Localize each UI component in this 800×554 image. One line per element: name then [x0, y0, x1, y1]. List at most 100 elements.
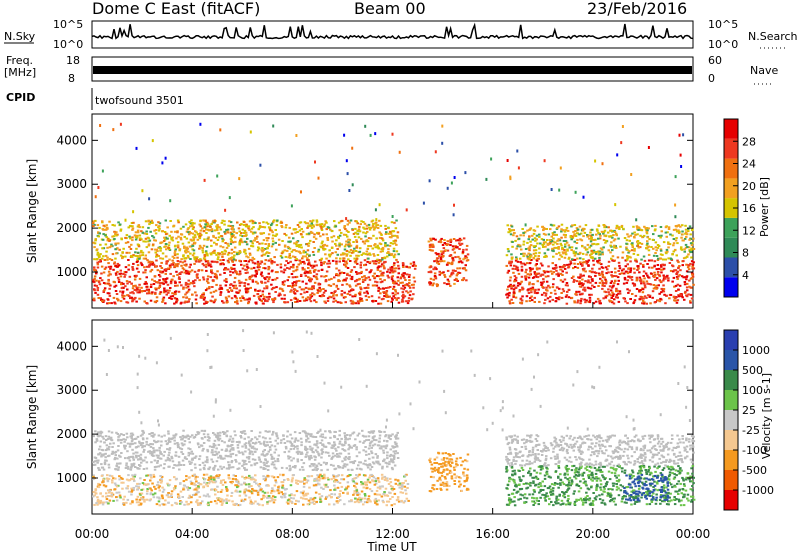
echo-cell	[137, 224, 141, 227]
echo-cell	[587, 264, 590, 267]
echo-cell	[685, 233, 689, 236]
echo-cell	[689, 242, 693, 245]
echo-cell	[119, 229, 122, 232]
echo-cell	[211, 272, 214, 275]
echo-cell	[224, 232, 227, 235]
echo-cell	[175, 299, 178, 302]
echo-cell	[599, 277, 602, 280]
echo-cell	[692, 237, 695, 240]
echo-cell	[551, 232, 555, 235]
echo-cell	[638, 242, 642, 244]
echo-cell	[557, 247, 560, 250]
echo-cell	[273, 256, 276, 259]
echo-cell	[662, 274, 665, 277]
echo-cell	[452, 247, 456, 250]
echo-cell	[263, 491, 267, 494]
echo-cell	[182, 268, 186, 271]
echo-cell	[335, 479, 339, 482]
echo-cell	[316, 478, 319, 481]
echo-cell	[627, 235, 630, 238]
echo-cell	[301, 466, 304, 469]
echo-cell	[374, 497, 378, 500]
echo-cell	[580, 275, 583, 278]
echo-cell	[465, 279, 468, 282]
echo-cell	[146, 259, 149, 262]
echo-cell	[263, 276, 266, 279]
echo-cell	[688, 285, 691, 288]
echo-scatter	[582, 195, 585, 199]
echo-cell	[509, 283, 512, 286]
echo-cell	[322, 262, 325, 265]
echo-cell	[268, 292, 271, 295]
echo-cell	[189, 232, 192, 234]
echo-cell	[202, 486, 205, 489]
echo-cell	[337, 237, 340, 240]
echo-cell	[366, 260, 369, 263]
echo-cell	[221, 219, 224, 222]
echo-cell	[511, 245, 514, 248]
echo-cell	[243, 492, 246, 495]
echo-cell	[642, 297, 645, 300]
echo-cell	[542, 238, 545, 241]
echo-cell	[206, 221, 209, 224]
echo-cell	[384, 233, 388, 235]
echo-cell	[293, 494, 296, 497]
echo-cell	[388, 244, 392, 247]
echo-cell	[235, 232, 238, 235]
echo-cell	[383, 261, 386, 264]
echo-cell	[642, 234, 646, 237]
echo-cell	[250, 267, 253, 270]
echo-cell	[126, 241, 130, 244]
echo-cell	[512, 229, 515, 232]
echo-cell	[301, 236, 304, 239]
echo-cell	[266, 496, 269, 499]
echo-cell	[248, 485, 251, 488]
echo-cell	[223, 220, 226, 223]
echo-cell	[315, 273, 319, 276]
echo-cell	[245, 243, 249, 246]
echo-cell	[683, 298, 686, 301]
echo-cell	[251, 261, 255, 264]
echo-cell	[232, 258, 236, 261]
echo-cell	[340, 243, 343, 246]
cpid-value: twofsound 3501	[95, 94, 184, 107]
echo-cell	[311, 266, 314, 269]
echo-cell	[692, 267, 696, 270]
echo-cell	[229, 258, 232, 261]
echo-cell	[432, 268, 435, 271]
echo-cell	[174, 244, 177, 247]
echo-cell	[376, 258, 379, 261]
echo-cell	[618, 292, 622, 295]
echo-cell	[354, 227, 357, 230]
echo-cell	[217, 236, 221, 239]
echo-cell	[344, 233, 348, 236]
echo-cell	[356, 229, 359, 232]
echo-cell	[662, 241, 666, 244]
echo-cell	[308, 501, 312, 504]
echo-cell	[328, 278, 331, 281]
echo-cell	[222, 479, 225, 482]
echo-cell	[531, 234, 534, 237]
echo-cell	[691, 273, 694, 276]
echo-cell	[350, 278, 354, 281]
echo-cell	[622, 297, 625, 300]
echo-cell	[171, 278, 174, 281]
echo-cell	[428, 246, 432, 249]
echo-cell	[322, 244, 326, 247]
echo-cell	[113, 488, 117, 491]
echo-cell	[106, 258, 109, 261]
echo-cell	[323, 261, 326, 264]
echo-cell	[600, 230, 604, 233]
echo-cell	[235, 484, 238, 487]
echo-cell	[601, 274, 605, 277]
echo-cell	[568, 263, 571, 266]
echo-cell	[382, 297, 385, 300]
echo-cell	[351, 250, 355, 253]
echo-cell	[188, 266, 191, 269]
echo-cell	[174, 485, 177, 488]
echo-cell	[265, 237, 268, 239]
echo-scatter	[204, 219, 207, 223]
echo-cell	[139, 261, 143, 264]
echo-cell	[113, 261, 116, 264]
echo-cell	[243, 490, 246, 493]
